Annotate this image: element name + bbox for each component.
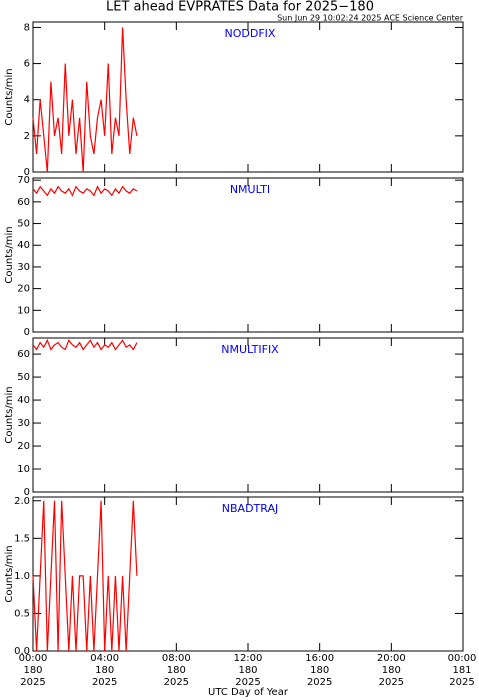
y-tick-label: 0.5	[14, 608, 30, 619]
y-tick-label: 30	[17, 418, 30, 429]
x-tick-label: 08:00	[162, 653, 191, 664]
y-tick-label: 1.0	[14, 571, 30, 582]
x-tick-label: 2025	[449, 677, 474, 688]
y-tick-label: 4	[24, 95, 30, 106]
panel-label: NMULTIFIX	[221, 343, 279, 356]
x-tick-label: 181	[452, 665, 471, 676]
x-tick-label: 2025	[379, 677, 404, 688]
y-tick-label: 60	[17, 197, 30, 208]
y-tick-label: 10	[17, 305, 30, 316]
data-line	[32, 185, 138, 197]
y-axis-title: Counts/min	[4, 226, 15, 283]
x-tick-label: 16:00	[305, 653, 334, 664]
y-tick-label: 60	[17, 349, 30, 360]
x-tick-label: 12:00	[234, 653, 263, 664]
y-tick-label: 0	[24, 327, 30, 338]
y-axis-title: Counts/min	[4, 386, 15, 443]
x-tick-label: 2025	[235, 677, 260, 688]
panel-label: NMULTI	[230, 183, 270, 196]
y-tick-label: 10	[17, 464, 30, 475]
panel-label: NODDFIX	[225, 27, 276, 40]
y-tick-label: 1.5	[14, 533, 30, 544]
y-tick-label: 30	[17, 262, 30, 273]
plot-frame	[32, 21, 464, 173]
x-tick-label: 180	[382, 665, 401, 676]
y-tick-label: 6	[24, 59, 30, 70]
y-tick-label: 0	[24, 167, 30, 178]
x-tick-label: 00:00	[19, 653, 48, 664]
y-tick-label: 2.0	[14, 496, 30, 507]
timestamp: Sun Jun 29 10:02:24 2025 ACE Science Cen…	[277, 14, 464, 23]
x-tick-label: 2025	[307, 677, 332, 688]
y-tick-label: 8	[24, 22, 30, 33]
plot-frame	[32, 337, 464, 493]
y-axis-title: Counts/min	[4, 545, 15, 602]
x-tick-label: 20:00	[377, 653, 406, 664]
x-tick-label: 2025	[20, 677, 45, 688]
y-tick-label: 50	[17, 219, 30, 230]
x-axis-title: UTC Day of Year	[208, 687, 289, 698]
x-tick-label: 180	[238, 665, 257, 676]
y-tick-label: 0	[24, 487, 30, 498]
y-tick-label: 2	[24, 131, 30, 142]
x-tick-label: 180	[310, 665, 329, 676]
x-tick-label: 2025	[92, 677, 117, 688]
plot-frame	[32, 177, 464, 333]
y-tick-label: 40	[17, 395, 30, 406]
x-tick-label: 180	[167, 665, 186, 676]
y-axis-title: Counts/min	[4, 68, 15, 125]
x-tick-label: 2025	[164, 677, 189, 688]
y-tick-label: 70	[17, 175, 30, 186]
data-line	[32, 338, 138, 351]
y-tick-label: 0.0	[14, 646, 30, 657]
data-line	[32, 27, 138, 173]
x-tick-label: 04:00	[90, 653, 119, 664]
y-tick-label: 50	[17, 372, 30, 383]
y-tick-label: 20	[17, 284, 30, 295]
y-tick-label: 20	[17, 441, 30, 452]
panel-label: NBADTRAJ	[222, 502, 278, 515]
data-line	[32, 500, 138, 652]
x-tick-label: 180	[23, 665, 42, 676]
chart-title: LET ahead EVPRATES Data for 2025−180	[106, 0, 374, 15]
x-tick-label: 00:00	[448, 653, 477, 664]
y-tick-label: 40	[17, 240, 30, 251]
x-tick-label: 180	[95, 665, 114, 676]
